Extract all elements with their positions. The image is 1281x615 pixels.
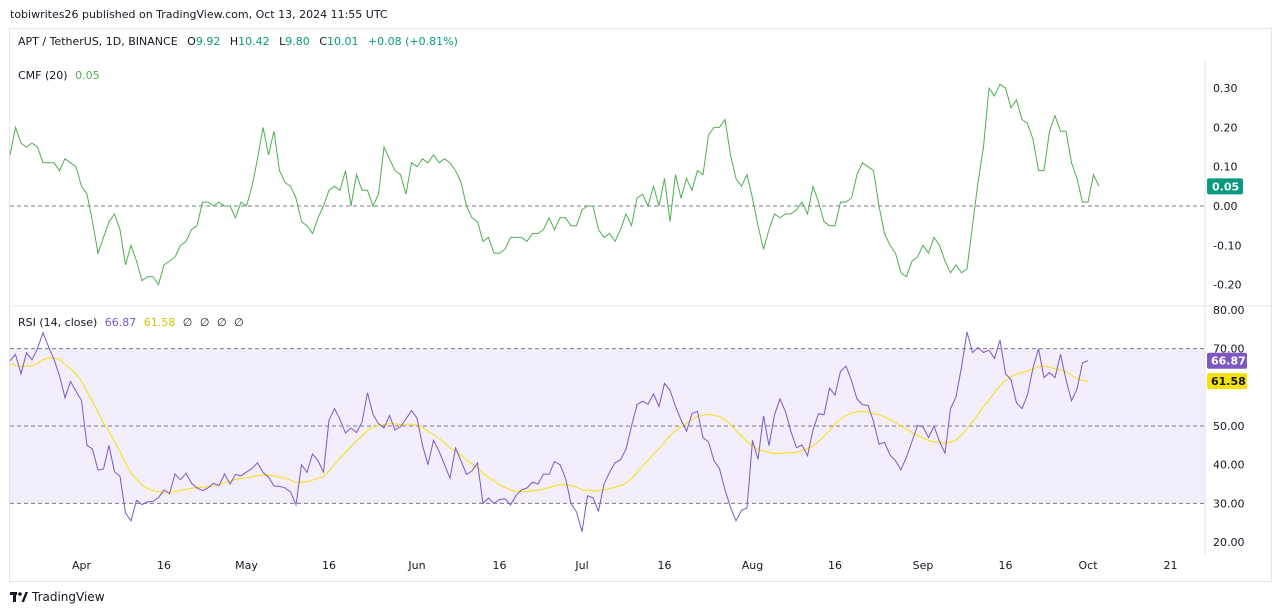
open-value: 9.92: [195, 35, 221, 48]
change-value: +0.08 (+0.81%): [367, 35, 458, 48]
rsi-zero-marker: ∅: [199, 316, 210, 329]
close-label: C: [319, 35, 327, 48]
rsi-legend[interactable]: RSI (14, close) 66.87 61.58 ∅ ∅ ∅ ∅: [18, 316, 244, 329]
high-value: 10.42: [238, 35, 270, 48]
footer[interactable]: TradingView: [10, 590, 105, 604]
tradingview-logo-icon: [10, 592, 28, 602]
symbol-name[interactable]: APT / TetherUS, 1D, BINANCE: [18, 35, 178, 48]
rsi-zero-marker: ∅: [182, 316, 193, 329]
rsi-zero-marker: ∅: [216, 316, 227, 329]
publisher-line: tobiwrites26 published on TradingView.co…: [10, 8, 388, 21]
rsi-zero-marker: ∅: [234, 316, 244, 329]
cmf-legend-title: CMF (20): [18, 69, 68, 82]
rsi-legend-title: RSI (14, close): [18, 316, 98, 329]
rsi-legend-value: 66.87: [104, 316, 137, 329]
footer-brand: TradingView: [32, 590, 105, 604]
rsi-ma-legend-value: 61.58: [143, 316, 176, 329]
low-value: 9.80: [285, 35, 310, 48]
cmf-legend-value: 0.05: [75, 69, 100, 82]
low-label: L: [279, 35, 286, 48]
symbol-header: APT / TetherUS, 1D, BINANCE O9.92 H10.42…: [18, 35, 458, 48]
open-label: O: [187, 35, 196, 48]
chart-frame: [9, 28, 1272, 582]
cmf-legend[interactable]: CMF (20) 0.05: [18, 69, 100, 82]
close-value: 10.01: [326, 35, 359, 48]
high-label: H: [229, 35, 239, 48]
